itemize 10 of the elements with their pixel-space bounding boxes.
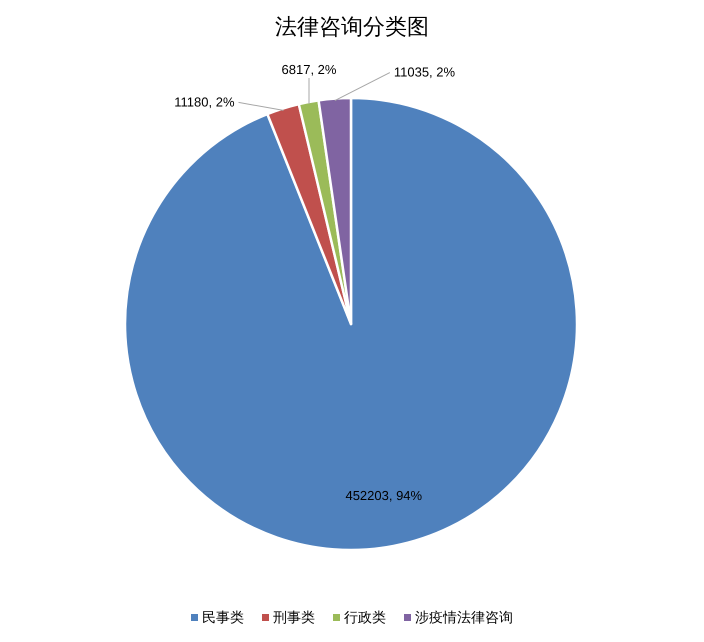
chart-title: 法律咨询分类图 bbox=[275, 15, 429, 40]
data-label: 452203, 94% bbox=[345, 488, 423, 503]
data-label: 11035, 2% bbox=[394, 64, 456, 80]
data-label: 11180, 2% bbox=[174, 94, 235, 110]
legend-label: 行政类 bbox=[344, 609, 386, 625]
legend-label: 涉疫情法律咨询 bbox=[415, 609, 513, 625]
pie-slice bbox=[124, 96, 578, 551]
legend-label: 民事类 bbox=[202, 609, 244, 625]
legend-label: 刑事类 bbox=[273, 609, 315, 625]
data-label: 6817, 2% bbox=[282, 62, 337, 77]
